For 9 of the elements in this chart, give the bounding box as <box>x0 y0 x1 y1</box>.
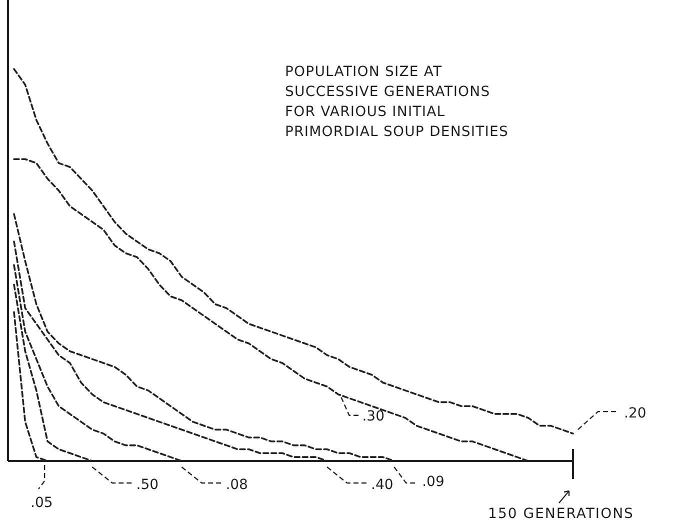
series-label: .30 <box>362 408 384 424</box>
legend-label: .09 <box>422 474 444 490</box>
text: .40 <box>371 477 394 493</box>
text: .50 <box>136 477 159 493</box>
text: POPULATION SIZE AT SUCCESSIVE GENERATIONS FOR VARIOUS INITIAL PRIMORDIAL SOUP DENSITIES <box>285 64 508 140</box>
text: 150 GENERATIONS <box>488 506 634 522</box>
legend-label: .20 <box>624 406 646 422</box>
text: .05 <box>30 495 53 511</box>
text: .08 <box>226 477 248 493</box>
